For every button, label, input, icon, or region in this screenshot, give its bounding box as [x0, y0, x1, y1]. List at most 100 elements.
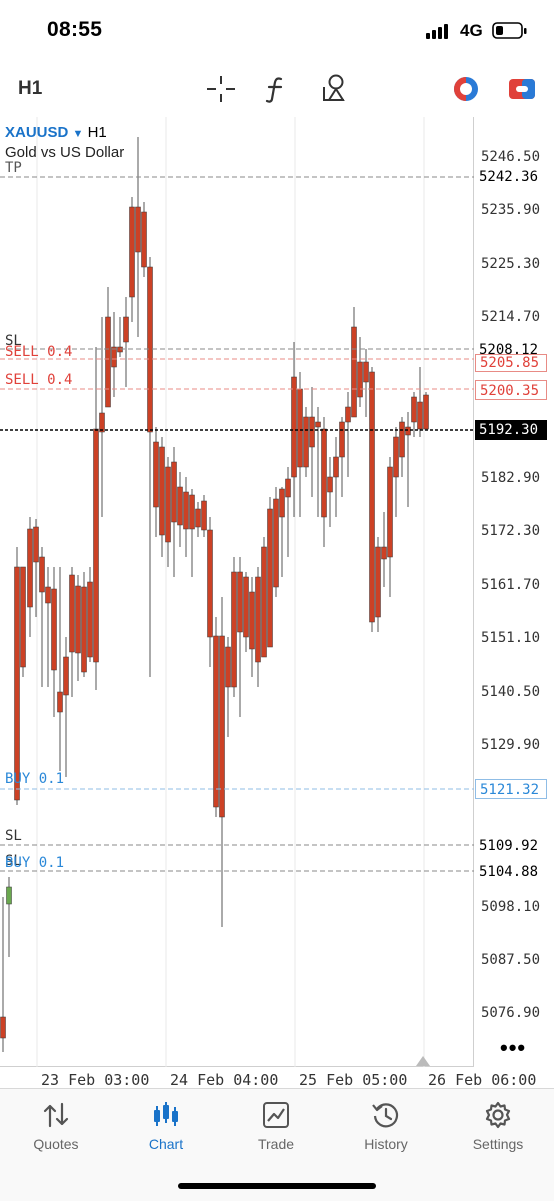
candle-body: [135, 206, 141, 253]
candle-body: [225, 646, 231, 688]
candle-body: [369, 371, 375, 623]
candle-body: [333, 456, 339, 478]
tab-chart[interactable]: Chart: [116, 1089, 216, 1169]
candle-body: [213, 635, 219, 808]
price-tick: 5151.10: [481, 630, 541, 646]
candle-body: [129, 206, 135, 298]
symbol-name[interactable]: XAUUSD: [5, 124, 69, 141]
price-tick: 5098.10: [481, 899, 541, 915]
chart-plot-area[interactable]: [0, 117, 474, 1067]
tab-label: Quotes: [33, 1136, 79, 1152]
candle-body: [375, 546, 381, 618]
candle-body: [309, 416, 315, 448]
candle-body: [351, 326, 357, 418]
tp-price-label: 5242.36: [475, 167, 547, 187]
status-time: 08:55: [47, 18, 103, 41]
chart-shift-marker-icon[interactable]: [415, 1055, 431, 1067]
candle-body: [33, 526, 39, 563]
symbol-timeframe: H1: [87, 124, 107, 141]
tab-label: Trade: [257, 1136, 295, 1152]
candle-body: [183, 491, 189, 530]
trade-icon: [263, 1102, 289, 1128]
signal-icon: [426, 24, 448, 39]
candle-body: [51, 588, 57, 671]
candle-body: [315, 421, 321, 428]
candle-body: [123, 316, 129, 343]
price-tick: 5182.90: [481, 470, 541, 486]
more-options-icon[interactable]: •••: [500, 1035, 527, 1060]
one-click-trading-icon[interactable]: [452, 75, 480, 103]
candle-body: [219, 635, 225, 818]
home-indicator: [178, 1183, 376, 1189]
candle-body: [405, 426, 411, 436]
tab-label: History: [364, 1136, 408, 1152]
crosshair-icon[interactable]: [206, 75, 236, 103]
sell-price-label: 5200.35: [475, 380, 547, 400]
candle-body: [321, 428, 327, 518]
candle-body: [363, 361, 369, 383]
chart-canvas[interactable]: [0, 117, 474, 1067]
history-icon: [372, 1103, 399, 1128]
candle-body: [201, 500, 207, 531]
candle-body: [399, 421, 405, 458]
candle-body: [81, 586, 87, 673]
tab-quotes[interactable]: Quotes: [6, 1089, 106, 1169]
candle-body: [243, 576, 249, 638]
price-tick: 5214.70: [481, 309, 541, 325]
candle-body: [417, 401, 423, 430]
price-tick: 5161.70: [481, 577, 541, 593]
symbol-dropdown-icon[interactable]: ▼: [72, 128, 84, 140]
indicators-icon[interactable]: [264, 75, 288, 103]
candle-body: [423, 394, 429, 430]
buy-price-label: 5121.32: [475, 779, 547, 799]
price-tick: 5129.90: [481, 737, 541, 753]
candle-body: [75, 585, 81, 654]
time-tick: 24 Feb 04:00: [170, 1071, 279, 1089]
candle-body: [273, 498, 279, 588]
price-tick: 5087.50: [481, 952, 541, 968]
price-tick: 5172.30: [481, 523, 541, 539]
candle-body: [261, 546, 267, 658]
price-tick: 5140.50: [481, 684, 541, 700]
candle-body: [279, 488, 285, 518]
candle-body: [411, 396, 417, 423]
candle-body: [6, 886, 12, 905]
price-tick: 5225.30: [481, 256, 541, 272]
timeframe-selector[interactable]: H1: [18, 78, 43, 99]
tab-label: Chart: [148, 1136, 184, 1152]
candle-body: [171, 461, 177, 523]
candle-body: [0, 1016, 6, 1039]
candle-body: [387, 466, 393, 558]
price-tick: 5076.90: [481, 1005, 541, 1021]
current-price-label: 5192.30: [475, 420, 547, 440]
level-label: SELL 0.4: [5, 372, 73, 388]
level-label: SL: [5, 853, 22, 869]
candle-body: [39, 556, 45, 593]
objects-icon[interactable]: [318, 73, 348, 103]
level-label: BUY 0.1: [5, 771, 65, 787]
candle-body: [69, 574, 75, 653]
level-label: SELL 0.4: [5, 344, 73, 360]
candle-body: [249, 591, 255, 650]
level-label: SL: [5, 333, 22, 349]
candle-body: [327, 476, 333, 493]
candle-body: [99, 412, 105, 433]
candle-body: [291, 376, 297, 478]
candle-body: [303, 416, 309, 468]
tab-history[interactable]: History: [336, 1089, 436, 1169]
candle-body: [231, 571, 237, 688]
tab-settings[interactable]: Settings: [448, 1089, 548, 1169]
symbol-description: Gold vs US Dollar: [5, 144, 125, 161]
level-label: TP: [5, 160, 22, 176]
time-tick: 26 Feb 06:00: [428, 1071, 537, 1089]
candle-body: [159, 446, 165, 536]
candle-body: [237, 571, 243, 633]
candle-body: [357, 361, 363, 398]
tab-trade[interactable]: Trade: [226, 1089, 326, 1169]
trade-panel-icon[interactable]: [508, 77, 536, 101]
candle-body: [111, 346, 117, 368]
candle-body: [189, 494, 195, 530]
symbol-info[interactable]: XAUUSD ▼ H1: [5, 124, 107, 141]
candle-body: [87, 581, 93, 658]
tab-bar: Quotes Chart Trade History Settings: [0, 1088, 554, 1201]
